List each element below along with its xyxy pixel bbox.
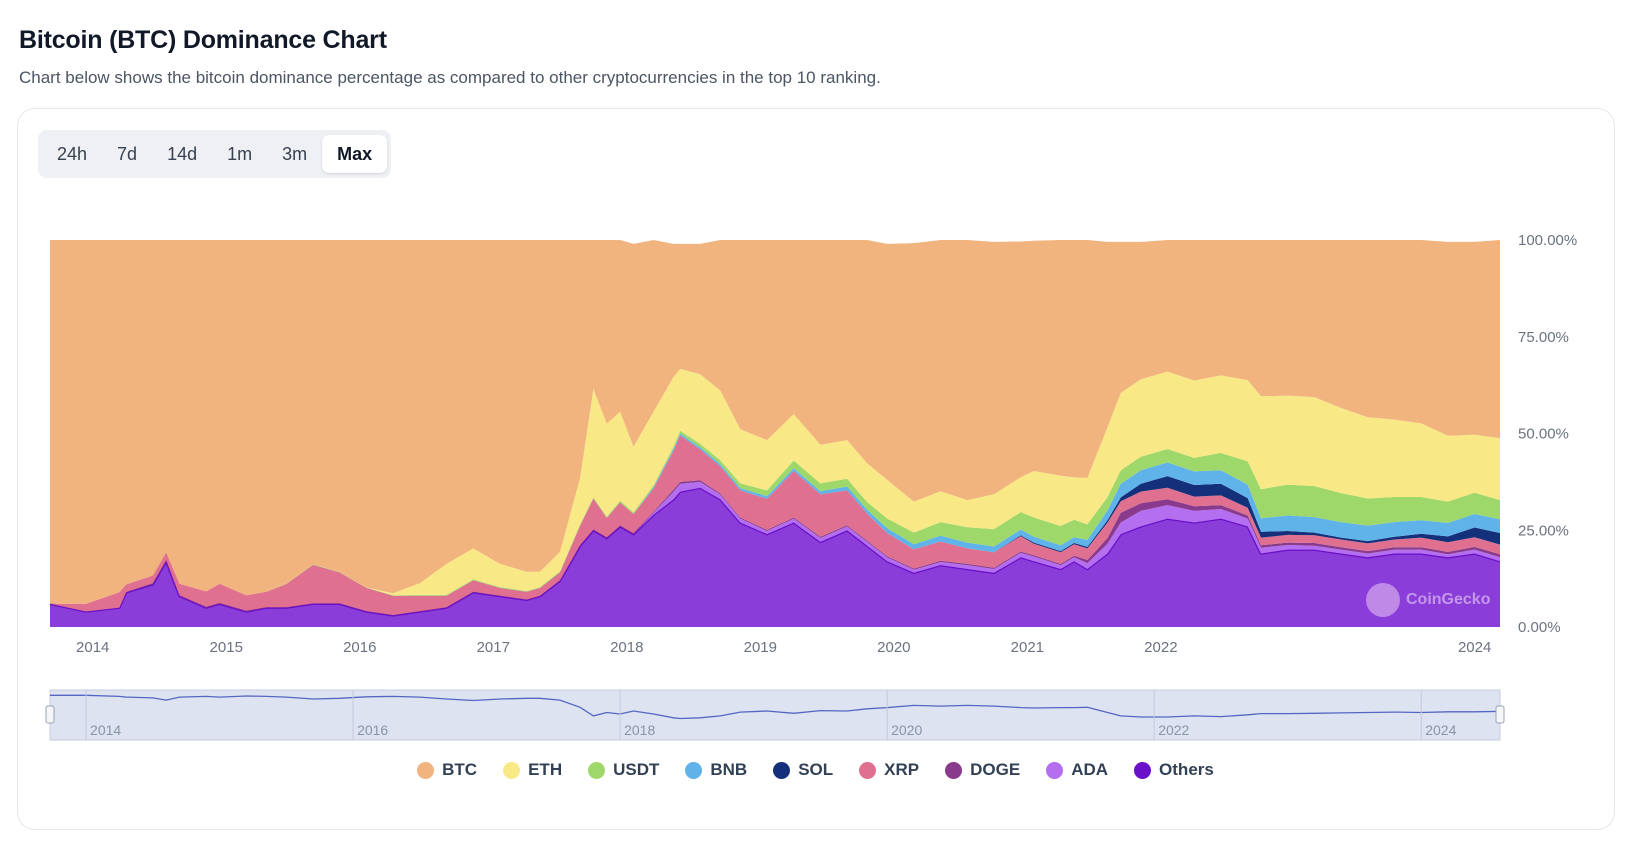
range-tab-14d[interactable]: 14d xyxy=(167,144,198,164)
range-tab-3m[interactable]: 3m xyxy=(282,144,308,164)
range-tabs: 24h 7d 14d 1m 3m Max xyxy=(38,130,392,178)
chart-card xyxy=(17,108,1615,830)
legend-dot-icon xyxy=(417,761,435,779)
legend-item-xrp[interactable]: XRP xyxy=(859,760,919,780)
page-title: Bitcoin (BTC) Dominance Chart xyxy=(19,26,387,54)
legend-label: USDT xyxy=(613,760,660,779)
legend-dot-icon xyxy=(503,761,521,779)
legend-dot-icon xyxy=(1134,761,1152,779)
range-tab-24h[interactable]: 24h xyxy=(57,144,88,164)
chart-legend: BTC ETH USDT BNB SOL XRP DOGE ADA Others xyxy=(0,760,1631,780)
legend-label: ETH xyxy=(528,760,563,779)
legend-label: DOGE xyxy=(970,760,1021,779)
legend-item-eth[interactable]: ETH xyxy=(503,760,562,780)
legend-item-sol[interactable]: SOL xyxy=(773,760,833,780)
range-tab-max[interactable]: Max xyxy=(322,135,388,173)
legend-dot-icon xyxy=(859,761,877,779)
range-tab-7d[interactable]: 7d xyxy=(117,144,138,164)
legend-item-ada[interactable]: ADA xyxy=(1046,760,1108,780)
legend-item-btc[interactable]: BTC xyxy=(417,760,477,780)
legend-item-others[interactable]: Others xyxy=(1134,760,1214,780)
legend-dot-icon xyxy=(685,761,703,779)
range-tab-1m[interactable]: 1m xyxy=(227,144,253,164)
page-subtitle: Chart below shows the bitcoin dominance … xyxy=(19,68,881,87)
legend-label: BNB xyxy=(710,760,748,779)
legend-item-doge[interactable]: DOGE xyxy=(945,760,1020,780)
legend-label: ADA xyxy=(1071,760,1109,779)
coingecko-logo-icon xyxy=(1366,583,1400,617)
legend-dot-icon xyxy=(588,761,606,779)
legend-label: Others xyxy=(1159,760,1214,779)
legend-label: BTC xyxy=(442,760,478,779)
watermark-text: CoinGecko xyxy=(1406,591,1491,608)
legend-dot-icon xyxy=(773,761,791,779)
legend-label: XRP xyxy=(884,760,920,779)
legend-item-bnb[interactable]: BNB xyxy=(685,760,747,780)
legend-dot-icon xyxy=(945,761,963,779)
legend-item-usdt[interactable]: USDT xyxy=(588,760,659,780)
watermark: CoinGecko xyxy=(1366,583,1490,617)
legend-label: SOL xyxy=(798,760,834,779)
legend-dot-icon xyxy=(1046,761,1064,779)
